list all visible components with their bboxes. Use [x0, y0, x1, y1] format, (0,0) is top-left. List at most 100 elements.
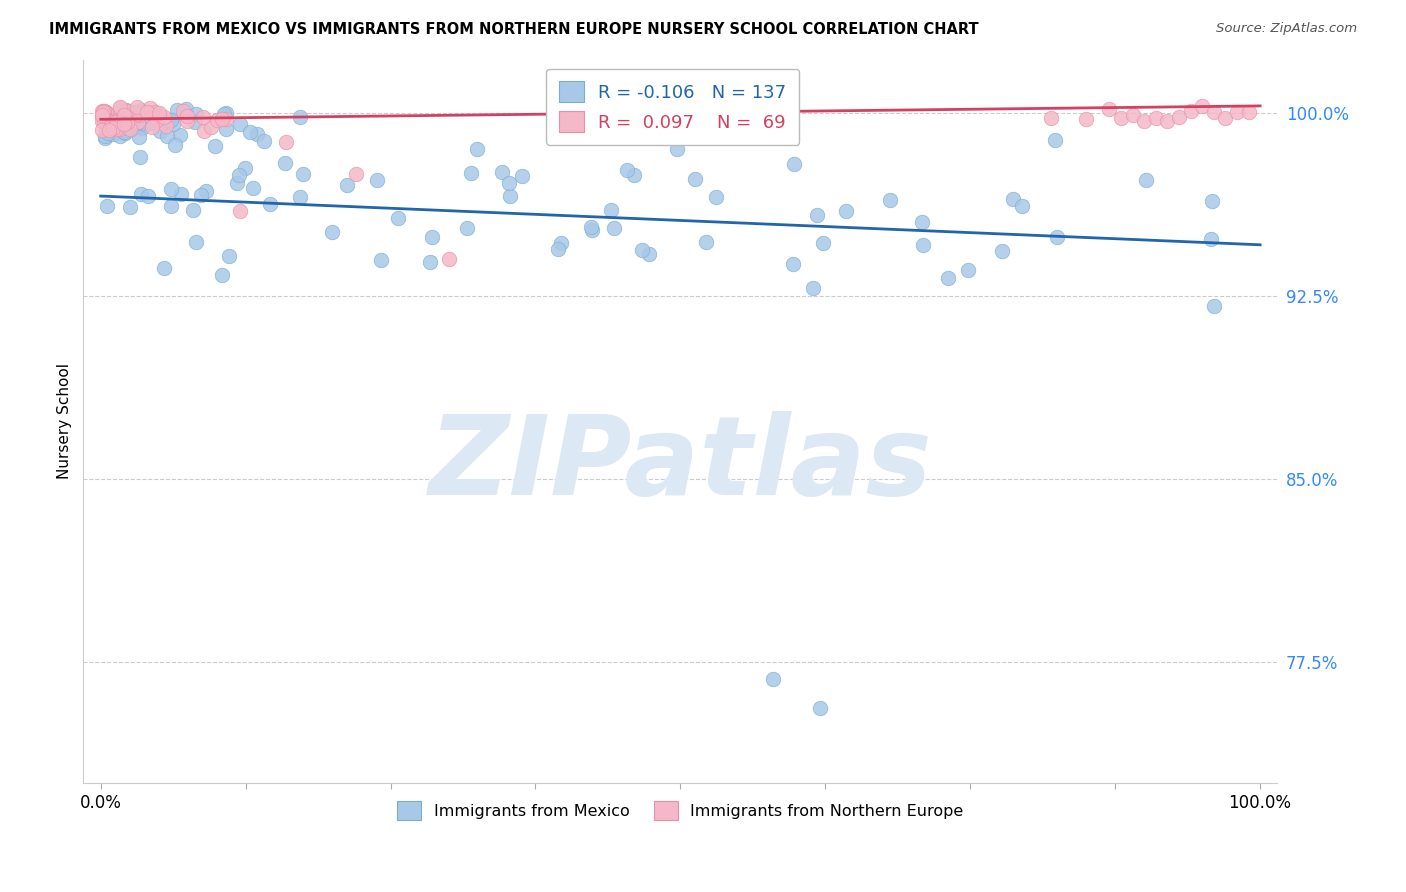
- Point: [782, 257, 804, 271]
- Point: [107, 117, 129, 131]
- Point: [90, 114, 112, 128]
- Point: [290, 190, 312, 204]
- Point: [131, 121, 153, 136]
- Point: [98, 118, 121, 132]
- Point: [190, 187, 212, 202]
- Point: [1226, 104, 1249, 119]
- Point: [211, 112, 233, 127]
- Point: [94, 105, 117, 120]
- Point: [292, 167, 315, 181]
- Point: [101, 115, 124, 129]
- Point: [211, 268, 233, 282]
- Point: [105, 121, 128, 136]
- Point: [437, 252, 460, 267]
- Point: [456, 221, 478, 235]
- Point: [129, 187, 152, 202]
- Point: [387, 211, 409, 225]
- Point: [143, 105, 166, 120]
- Point: [1180, 103, 1202, 118]
- Text: Source: ZipAtlas.com: Source: ZipAtlas.com: [1216, 22, 1357, 36]
- Point: [97, 126, 120, 140]
- Point: [145, 110, 167, 124]
- Point: [117, 115, 139, 129]
- Text: ZIPatlas: ZIPatlas: [429, 411, 932, 518]
- Point: [91, 108, 114, 122]
- Point: [128, 119, 150, 133]
- Point: [834, 204, 856, 219]
- Text: IMMIGRANTS FROM MEXICO VS IMMIGRANTS FROM NORTHERN EUROPE NURSERY SCHOOL CORRELA: IMMIGRANTS FROM MEXICO VS IMMIGRANTS FRO…: [49, 22, 979, 37]
- Point: [127, 115, 149, 129]
- Point: [631, 243, 654, 257]
- Point: [229, 117, 252, 131]
- Point: [124, 104, 146, 119]
- Point: [148, 108, 170, 122]
- Point: [204, 139, 226, 153]
- Point: [246, 127, 269, 141]
- Point: [1043, 133, 1066, 147]
- Point: [1122, 108, 1144, 122]
- Point: [139, 101, 162, 115]
- Point: [938, 270, 960, 285]
- Point: [193, 124, 215, 138]
- Point: [108, 100, 131, 114]
- Point: [91, 109, 114, 123]
- Point: [344, 167, 367, 181]
- Point: [125, 117, 148, 131]
- Point: [419, 255, 441, 269]
- Point: [1156, 114, 1178, 128]
- Point: [1133, 114, 1156, 128]
- Point: [253, 134, 276, 148]
- Point: [94, 130, 117, 145]
- Point: [96, 199, 118, 213]
- Point: [184, 235, 207, 249]
- Point: [170, 187, 193, 202]
- Point: [638, 246, 661, 260]
- Point: [783, 157, 806, 171]
- Point: [103, 127, 125, 141]
- Point: [181, 202, 204, 217]
- Point: [120, 200, 142, 214]
- Point: [141, 120, 163, 134]
- Point: [125, 111, 148, 125]
- Point: [128, 108, 150, 122]
- Point: [174, 103, 197, 117]
- Point: [276, 136, 298, 150]
- Point: [176, 114, 198, 128]
- Point: [581, 223, 603, 237]
- Point: [112, 108, 135, 122]
- Point: [288, 110, 311, 124]
- Point: [146, 112, 169, 127]
- Point: [695, 235, 717, 250]
- Point: [153, 261, 176, 276]
- Point: [111, 121, 134, 136]
- Point: [1046, 230, 1069, 244]
- Point: [1144, 111, 1167, 125]
- Point: [370, 253, 392, 268]
- Point: [184, 107, 207, 121]
- Point: [117, 118, 139, 132]
- Point: [491, 165, 513, 179]
- Point: [148, 106, 170, 120]
- Point: [228, 169, 250, 183]
- Point: [94, 106, 117, 120]
- Point: [108, 116, 131, 130]
- Point: [93, 103, 115, 118]
- Point: [912, 238, 935, 252]
- Point: [956, 263, 979, 277]
- Point: [176, 109, 198, 123]
- Point: [107, 121, 129, 136]
- Point: [169, 128, 191, 142]
- Point: [498, 176, 520, 190]
- Point: [101, 114, 124, 128]
- Point: [200, 120, 222, 135]
- Point: [1202, 105, 1225, 120]
- Point: [97, 123, 120, 137]
- Point: [1201, 194, 1223, 209]
- Point: [242, 181, 264, 195]
- Point: [225, 176, 247, 190]
- Point: [152, 110, 174, 124]
- Point: [1213, 112, 1236, 126]
- Point: [1237, 105, 1260, 120]
- Point: [603, 220, 626, 235]
- Point: [160, 182, 183, 196]
